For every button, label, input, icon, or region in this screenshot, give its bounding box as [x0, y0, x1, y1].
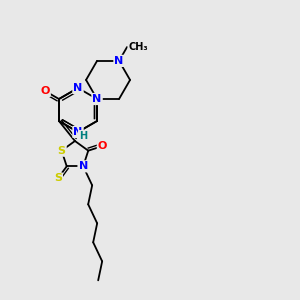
Text: S: S: [58, 146, 66, 156]
Text: N: N: [74, 83, 82, 93]
Text: O: O: [98, 141, 107, 151]
Text: N: N: [114, 56, 124, 66]
Text: CH₃: CH₃: [128, 42, 148, 52]
Text: S: S: [54, 173, 62, 184]
Text: N: N: [74, 127, 82, 137]
Text: N: N: [79, 161, 88, 171]
Text: O: O: [40, 86, 50, 96]
Text: N: N: [92, 94, 102, 104]
Text: H: H: [79, 131, 87, 141]
